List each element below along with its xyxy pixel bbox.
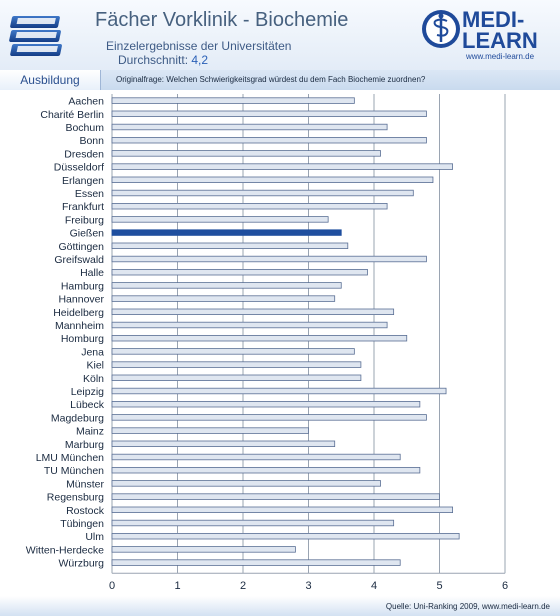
x-tick-label: 1: [174, 580, 180, 592]
category-label: Halle: [80, 267, 104, 279]
bar-charit-berlin: [111, 110, 427, 117]
bar-köln: [111, 374, 362, 381]
category-label: Dresden: [64, 148, 104, 160]
subheader-bar: [0, 70, 560, 90]
category-label: Mannheim: [55, 320, 104, 332]
logo-text-line1: MEDI-: [462, 7, 525, 32]
category-label: Regensburg: [47, 492, 104, 504]
category-label: Aachen: [68, 96, 104, 108]
logo-text-line2: LEARN: [462, 28, 538, 53]
books-icon: [9, 16, 62, 56]
category-label: Mainz: [76, 426, 104, 438]
bar-ulm: [111, 532, 460, 540]
category-label: Hamburg: [61, 280, 104, 292]
bar-kiel: [111, 361, 362, 368]
bar-regensburg: [111, 493, 440, 500]
category-label: Greifswald: [54, 254, 104, 266]
category-label: Rostock: [66, 505, 105, 517]
bar-tübingen: [111, 519, 395, 527]
bar-witten-herdecke: [111, 546, 296, 553]
bar-marburg: [111, 440, 336, 447]
category-label: Ulm: [85, 531, 104, 543]
average-label: Durchschnitt:: [118, 53, 189, 67]
bar-frankfurt: [111, 203, 388, 210]
bar-mainz: [111, 427, 309, 434]
category-label: LMU München: [36, 452, 104, 464]
x-tick-label: 4: [371, 580, 377, 592]
footer-background: [0, 596, 560, 616]
category-label: TU München: [44, 465, 104, 477]
category-label: Witten-Herdecke: [26, 544, 104, 556]
category-label: Würzburg: [58, 558, 104, 570]
category-label: Freiburg: [65, 214, 104, 226]
header-background: [0, 0, 560, 70]
category-label: Erlangen: [62, 175, 104, 187]
page-title: Fächer Vorklinik - Biochemie: [95, 9, 349, 31]
page-subtitle: Einzelergebnisse der Universitäten: [106, 39, 292, 53]
bar-heidelberg: [111, 308, 395, 315]
bar-lmu-münchen: [111, 453, 401, 461]
category-label: Göttingen: [58, 241, 104, 253]
category-label: Magdeburg: [51, 412, 104, 424]
bar-göttingen: [111, 242, 349, 249]
category-label: Heidelberg: [53, 307, 104, 319]
source-note: Quelle: Uni-Ranking 2009, www.medi-learn…: [385, 602, 550, 611]
bar-jena: [111, 348, 355, 355]
bar-rostock: [111, 506, 454, 513]
bar-halle: [111, 268, 368, 276]
category-label: Köln: [83, 373, 104, 385]
average-line: Durchschnitt: 4,2: [118, 53, 208, 67]
bar-essen: [111, 189, 414, 197]
x-tick-label: 2: [240, 580, 246, 592]
bar-greifswald: [111, 255, 427, 263]
category-label: Essen: [75, 188, 104, 200]
category-label: Homburg: [61, 333, 104, 345]
category-label: Bochum: [65, 122, 104, 134]
bar-mannheim: [111, 321, 388, 329]
bar-gießen: [111, 229, 342, 236]
bar-münster: [111, 480, 381, 487]
bar-düsseldorf: [111, 163, 454, 170]
bar-dresden: [111, 150, 381, 157]
category-label: Gießen: [70, 228, 105, 240]
x-tick-label: 5: [436, 580, 442, 592]
bar-hannover: [111, 295, 336, 302]
bar-tu-münchen: [111, 466, 421, 474]
category-label: Kiel: [86, 360, 104, 372]
bar-lübeck: [111, 400, 421, 408]
caduceus-icon: [422, 10, 460, 48]
bar-hamburg: [111, 282, 342, 289]
category-label: Frankfurt: [62, 201, 104, 213]
section-tab: Ausbildung: [0, 70, 101, 90]
question-text: Originalfrage: Welchen Schwierigkeitsgra…: [116, 75, 426, 84]
bar-freiburg: [111, 216, 329, 223]
logo-url: www.medi-learn.de: [466, 52, 535, 61]
category-label: Lübeck: [70, 399, 105, 411]
category-label: Münster: [66, 478, 104, 490]
bar-bochum: [111, 123, 388, 131]
category-label: Jena: [81, 346, 104, 358]
bar-erlangen: [111, 176, 434, 183]
category-label: Leipzig: [71, 386, 104, 398]
category-label: Düsseldorf: [54, 162, 104, 174]
bar-homburg: [111, 334, 408, 342]
category-label: Tübingen: [60, 518, 104, 530]
x-tick-label: 6: [502, 580, 508, 592]
bar-bonn: [111, 137, 427, 144]
bar-aachen: [111, 97, 355, 104]
bar-würzburg: [111, 559, 401, 566]
x-tick-label: 3: [305, 580, 311, 592]
category-label: Charité Berlin: [40, 109, 104, 121]
category-label: Marburg: [65, 439, 104, 451]
bar-magdeburg: [111, 414, 427, 421]
category-label: Bonn: [79, 135, 104, 147]
bar-leipzig: [111, 387, 447, 395]
average-value: 4,2: [191, 53, 209, 67]
category-label: Hannover: [58, 294, 104, 306]
x-tick-label: 0: [109, 580, 115, 592]
